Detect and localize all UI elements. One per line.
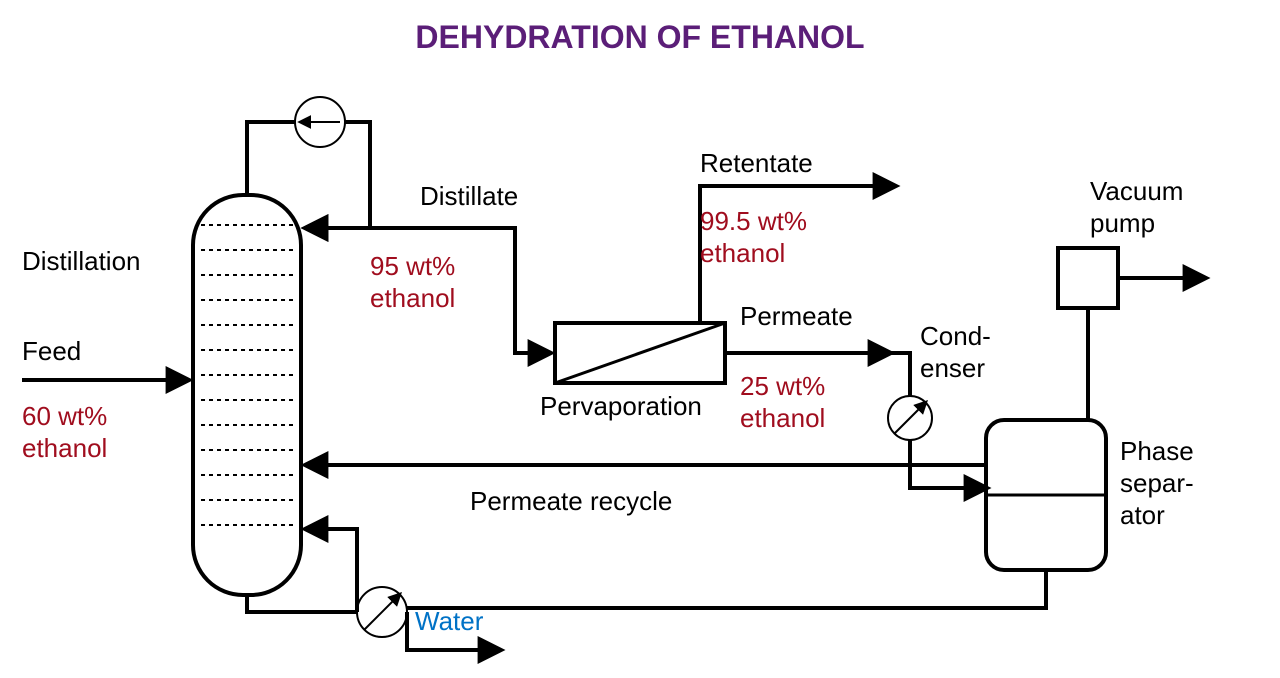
permeate-label: Permeate — [740, 301, 853, 331]
retentate-label: Retentate — [700, 148, 813, 178]
vacuum-pump — [1058, 248, 1118, 308]
overhead-condenser-icon — [295, 97, 345, 147]
condenser-icon — [888, 396, 932, 440]
phase-label-1: Phase — [1120, 436, 1194, 466]
distillate-conc-2: ethanol — [370, 283, 455, 313]
permeate-conc-2: ethanol — [740, 403, 825, 433]
permeate-to-condenser — [890, 353, 910, 396]
condenser-label-1: Cond- — [920, 321, 991, 351]
retentate-conc-1: 99.5 wt% — [700, 206, 807, 236]
distillation-column — [193, 195, 301, 595]
permeate-recycle-label: Permeate recycle — [470, 486, 672, 516]
water-label: Water — [415, 606, 484, 636]
feed-conc-1: 60 wt% — [22, 401, 107, 431]
pervaporation-label: Pervaporation — [540, 391, 702, 421]
pervaporation-module — [555, 323, 725, 383]
feed-label: Feed — [22, 336, 81, 366]
distillate-label: Distillate — [420, 181, 518, 211]
retentate-conc-2: ethanol — [700, 238, 785, 268]
phase-label-2: separ- — [1120, 468, 1194, 498]
reboiler-icon — [357, 587, 407, 637]
diagram-title: DEHYDRATION OF ETHANOL — [415, 19, 864, 55]
feed-conc-2: ethanol — [22, 433, 107, 463]
permeate-conc-1: 25 wt% — [740, 371, 825, 401]
column-bottoms-line — [247, 595, 357, 612]
phase-label-3: ator — [1120, 500, 1165, 530]
condenser-label-2: enser — [920, 353, 985, 383]
vacuum-label-1: Vacuum — [1090, 176, 1183, 206]
separator-bottom-line — [407, 570, 1046, 608]
vacuum-label-2: pump — [1090, 208, 1155, 238]
reboiler-return — [306, 529, 357, 612]
process-diagram: DEHYDRATION OF ETHANOL — [0, 0, 1280, 678]
distillate-conc-1: 95 wt% — [370, 251, 455, 281]
vapor-line — [247, 122, 295, 195]
phase-separator — [986, 420, 1106, 570]
distillation-label: Distillation — [22, 246, 141, 276]
